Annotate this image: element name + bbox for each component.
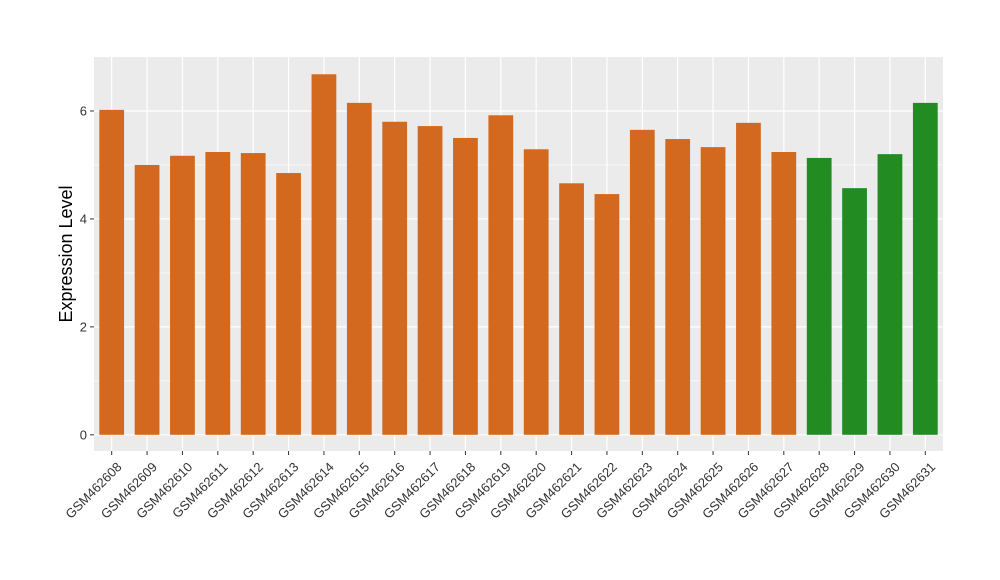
bar bbox=[488, 115, 514, 435]
bar bbox=[629, 129, 655, 435]
bar bbox=[700, 147, 726, 435]
bar bbox=[594, 194, 620, 435]
bar bbox=[417, 126, 443, 435]
bar bbox=[912, 102, 938, 435]
bar bbox=[99, 109, 125, 435]
y-axis: 0 2 4 6 bbox=[80, 103, 94, 442]
bar bbox=[806, 157, 832, 435]
y-tick-label: 4 bbox=[80, 211, 87, 226]
bar bbox=[559, 183, 584, 435]
y-tick-label: 6 bbox=[80, 103, 87, 118]
bar bbox=[170, 155, 195, 435]
y-tick-label: 0 bbox=[80, 427, 87, 442]
bar bbox=[665, 139, 691, 435]
y-axis-title: Expression Level bbox=[56, 185, 76, 322]
plot-panel bbox=[94, 57, 943, 451]
bar bbox=[346, 102, 372, 435]
bar bbox=[877, 154, 903, 435]
bar bbox=[240, 153, 266, 435]
bars bbox=[99, 74, 938, 435]
bar bbox=[523, 149, 549, 435]
y-tick-label: 2 bbox=[80, 319, 87, 334]
bar bbox=[453, 137, 478, 435]
bar bbox=[736, 122, 761, 435]
bar bbox=[311, 74, 337, 435]
bar bbox=[205, 151, 231, 435]
bar bbox=[134, 164, 160, 435]
bar bbox=[382, 121, 408, 435]
bar bbox=[842, 188, 867, 435]
x-axis: GSM462608GSM462609GSM462610GSM462611GSM4… bbox=[62, 451, 938, 522]
bar bbox=[771, 151, 797, 435]
bar bbox=[276, 173, 301, 435]
